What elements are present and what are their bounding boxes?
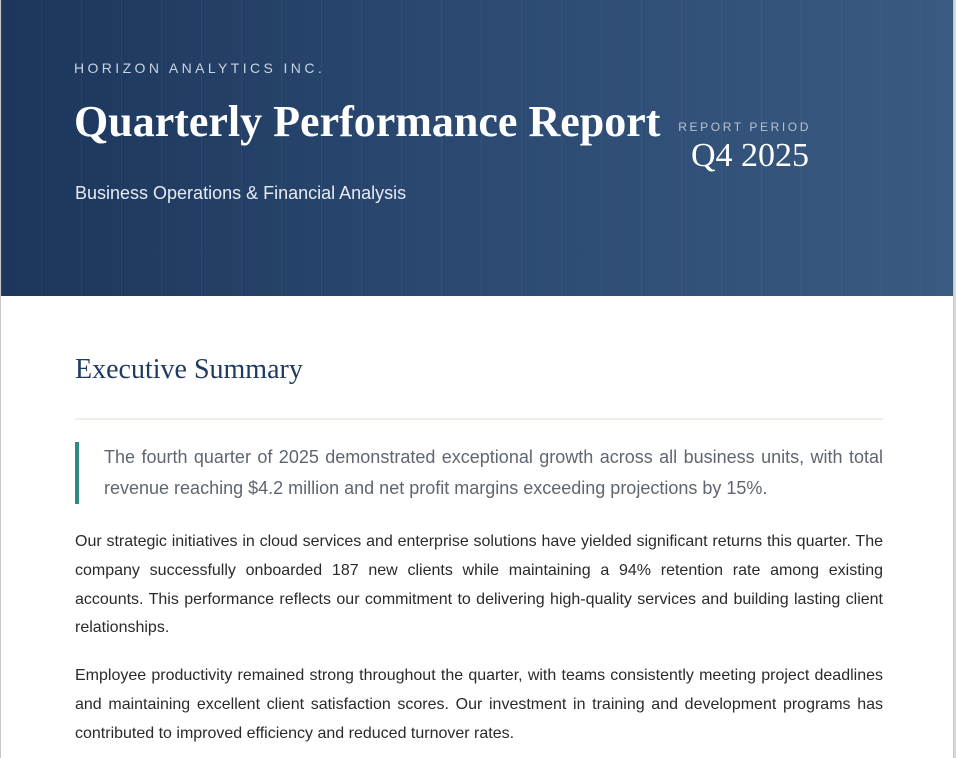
section-heading: Executive Summary <box>75 354 303 385</box>
report-title: Quarterly Performance Report <box>74 97 661 146</box>
report-subtitle: Business Operations & Financial Analysis <box>75 183 407 203</box>
highlight-quote: The fourth quarter of 2025 demonstrated … <box>75 442 883 504</box>
report-period-value: Q4 2025 <box>690 137 809 174</box>
report-header: HORIZON ANALYTICS INC. Quarterly Perform… <box>1 0 953 296</box>
section-divider <box>75 418 883 420</box>
summary-paragraph-1: Our strategic initiatives in cloud servi… <box>75 533 883 637</box>
report-period-label: REPORT PERIOD <box>678 120 811 134</box>
executive-summary-section: Executive Summary The fourth quarter of … <box>75 352 883 742</box>
summary-paragraph-2: Employee productivity remained strong th… <box>75 667 883 742</box>
company-name: HORIZON ANALYTICS INC. <box>74 60 326 76</box>
